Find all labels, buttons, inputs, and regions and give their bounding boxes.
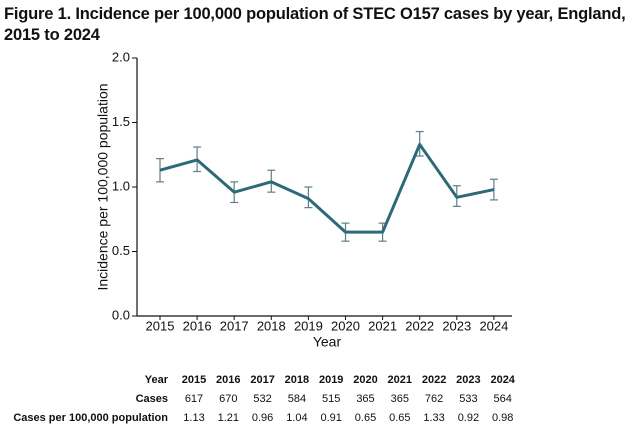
x-tick-label: 2022 — [405, 318, 434, 333]
y-tick-label: 1.5 — [112, 114, 130, 129]
table-row-label: Year — [145, 374, 169, 386]
table-cell: 0.92 — [458, 412, 479, 424]
table-cell: 1.04 — [286, 412, 307, 424]
y-axis-label: Incidence per 100,000 population — [95, 83, 111, 290]
table-cell: 532 — [253, 393, 271, 405]
x-tick-label: 2024 — [479, 318, 508, 333]
table-cell: 2017 — [250, 374, 274, 386]
table-cell: 2024 — [490, 374, 515, 386]
table-cell: 0.96 — [252, 412, 273, 424]
table-cell: 564 — [494, 393, 512, 405]
x-axis-label: Year — [313, 334, 342, 350]
y-tick-label: 0.5 — [112, 243, 130, 258]
table-cell: 533 — [459, 393, 477, 405]
table-cell: 670 — [219, 393, 237, 405]
x-tick-label: 2020 — [331, 318, 360, 333]
table-cell: 2019 — [319, 374, 343, 386]
title-box: Figure 1. Incidence per 100,000 populati… — [4, 5, 626, 44]
table-cell: 0.98 — [492, 412, 513, 424]
table-cell: 2020 — [353, 374, 377, 386]
table-cell: 1.33 — [423, 412, 444, 424]
x-tick-label: 2018 — [257, 318, 286, 333]
table-cell: 0.91 — [320, 412, 341, 424]
error-bar — [489, 178, 498, 201]
table-cell: 584 — [288, 393, 306, 405]
x-tick-label: 2017 — [220, 318, 249, 333]
y-tick-label: 2.0 — [112, 49, 130, 64]
line — [159, 142, 495, 234]
table-cell: 1.13 — [183, 412, 204, 424]
x-tick-label: 2019 — [294, 318, 323, 333]
table-cell: 0.65 — [389, 412, 410, 424]
table-row-label: Cases per 100,000 population — [13, 412, 168, 424]
table-cell: 515 — [322, 393, 340, 405]
table-cell: 0.65 — [355, 412, 376, 424]
table-row-label: Cases — [136, 393, 168, 405]
chart-title: Figure 1. Incidence per 100,000 populati… — [4, 5, 626, 44]
x-tick-label: 2016 — [183, 318, 212, 333]
table-cell: 617 — [185, 393, 203, 405]
table-cell: 365 — [391, 393, 409, 405]
x-tick-label: 2023 — [442, 318, 471, 333]
y-tick-label: 1.0 — [112, 178, 130, 193]
y-tick-label: 0.0 — [112, 307, 130, 322]
table-cell: 2015 — [182, 374, 206, 386]
table-cell: 2021 — [388, 374, 412, 386]
table-cell: 2016 — [216, 374, 240, 386]
table-cell: 1.21 — [218, 412, 239, 424]
x-tick-label: 2015 — [146, 318, 175, 333]
table-cell: 2022 — [422, 374, 446, 386]
table-cell: 2023 — [456, 374, 480, 386]
table-cell: 365 — [356, 393, 374, 405]
table-cell: 2018 — [285, 374, 309, 386]
table-cell: 762 — [425, 393, 443, 405]
x-tick-label: 2021 — [368, 318, 397, 333]
